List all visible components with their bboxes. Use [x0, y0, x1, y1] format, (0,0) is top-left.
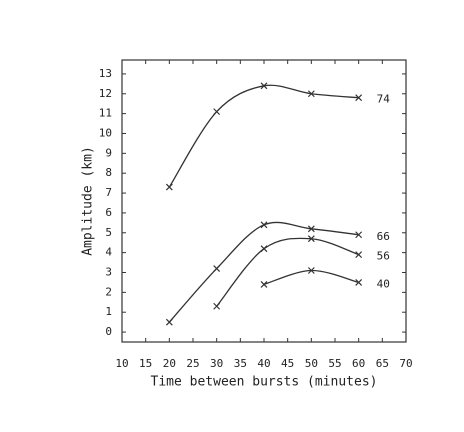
point-marker — [165, 318, 173, 326]
series-line — [168, 84, 359, 188]
y-tick-label: 1 — [105, 305, 112, 318]
x-tick-label: 45 — [281, 357, 294, 370]
x-tick-label: 65 — [376, 357, 389, 370]
x-tick-label: 25 — [186, 357, 199, 370]
y-tick-label: 12 — [99, 87, 112, 100]
point-marker — [355, 278, 363, 286]
point-marker — [355, 251, 363, 259]
point-marker — [355, 231, 363, 239]
y-tick-label: 11 — [99, 107, 112, 120]
y-tick-label: 7 — [105, 186, 112, 199]
x-tick-label: 10 — [115, 357, 128, 370]
series-label: 56 — [377, 250, 390, 263]
y-tick-label: 2 — [105, 285, 112, 298]
x-tick-label: 15 — [139, 357, 152, 370]
x-tick-label: 20 — [163, 357, 176, 370]
series-label: 74 — [377, 93, 391, 106]
point-marker — [307, 235, 315, 243]
point-marker — [260, 82, 268, 90]
plot-frame — [121, 59, 407, 343]
series-line — [168, 221, 359, 323]
series-line — [263, 269, 359, 286]
x-tick-label: 70 — [399, 357, 412, 370]
series-label: 66 — [377, 230, 390, 243]
point-marker — [307, 225, 315, 233]
y-tick-label: 13 — [99, 67, 112, 80]
x-axis-title: Time between bursts (minutes) — [151, 375, 378, 390]
point-marker — [213, 302, 221, 310]
y-tick-label: 3 — [105, 265, 112, 278]
x-tick-label: 35 — [234, 357, 247, 370]
point-marker — [213, 108, 221, 116]
x-tick-label: 30 — [210, 357, 223, 370]
point-marker — [355, 94, 363, 102]
point-marker — [307, 90, 315, 98]
x-tick-label: 55 — [328, 357, 341, 370]
point-marker — [307, 267, 315, 274]
point-marker — [165, 183, 173, 191]
y-tick-label: 9 — [105, 146, 112, 159]
point-marker — [260, 221, 268, 229]
point-marker — [213, 265, 221, 272]
y-tick-label: 4 — [105, 246, 112, 259]
y-axis-title: Amplitude (km) — [81, 146, 96, 256]
y-tick-label: 6 — [105, 206, 112, 219]
series-line — [216, 237, 359, 307]
x-tick-label: 40 — [257, 357, 270, 370]
x-tick-label: 60 — [352, 357, 365, 370]
y-tick-label: 10 — [99, 126, 112, 139]
point-marker — [260, 245, 268, 253]
y-tick-label: 8 — [105, 166, 112, 179]
y-tick-label: 5 — [105, 226, 112, 239]
x-tick-label: 50 — [305, 357, 318, 370]
point-marker — [260, 280, 268, 288]
series-label: 40 — [377, 277, 390, 290]
y-tick-label: 0 — [105, 325, 112, 338]
